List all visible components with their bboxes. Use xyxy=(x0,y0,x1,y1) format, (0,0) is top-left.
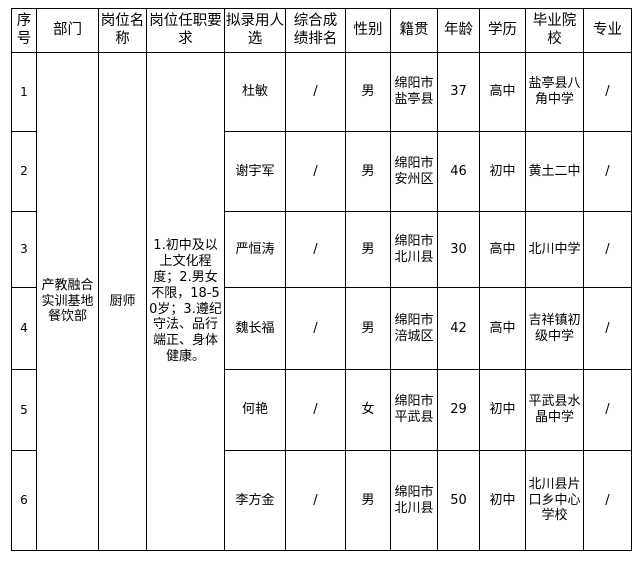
cell-seq: 6 xyxy=(11,450,37,551)
cell-school: 北川县片口乡中心学校 xyxy=(525,450,584,551)
column-header-post-requirements: 岗位任职要求 xyxy=(146,8,225,53)
column-header-school: 毕业院校 xyxy=(525,8,584,53)
cell-rank: / xyxy=(285,131,346,212)
column-header-rank: 综合成绩排名 xyxy=(285,8,346,53)
cell-school: 北川中学 xyxy=(525,211,584,288)
cell-education: 高中 xyxy=(479,287,526,370)
column-header-candidate: 拟录用人选 xyxy=(224,8,286,53)
cell-seq: 5 xyxy=(11,369,37,451)
cell-gender: 男 xyxy=(345,131,391,212)
column-header-education: 学历 xyxy=(479,8,526,53)
table-row: 6 李方金 / 男 绵阳市北川县 50 初中 北川县片口乡中心学校 / xyxy=(11,450,632,551)
column-header-department: 部门 xyxy=(36,8,99,53)
cell-major: / xyxy=(583,369,632,451)
table-body: 1 产教融合实训基地餐饮部 厨师 1.初中及以上文化程度；2.男女不限，18-5… xyxy=(11,52,632,551)
cell-age: 46 xyxy=(437,131,480,212)
cell-major: / xyxy=(583,211,632,288)
cell-origin: 绵阳市安州区 xyxy=(390,131,438,212)
cell-school: 平武县水晶中学 xyxy=(525,369,584,451)
cell-major: / xyxy=(583,287,632,370)
cell-origin: 绵阳市北川县 xyxy=(390,211,438,288)
table-row: 1 产教融合实训基地餐饮部 厨师 1.初中及以上文化程度；2.男女不限，18-5… xyxy=(11,52,632,551)
column-header-post-name: 岗位名称 xyxy=(98,8,147,53)
cell-candidate: 谢宇军 xyxy=(224,131,286,212)
cell-rank: / xyxy=(285,450,346,551)
cell-age: 30 xyxy=(437,211,480,288)
column-header-major: 专业 xyxy=(583,8,632,53)
cell-gender: 女 xyxy=(345,369,391,451)
cell-rank: / xyxy=(285,287,346,370)
table-row: 2 谢宇军 / 男 绵阳市安州区 46 初中 黄土二中 / xyxy=(11,131,632,212)
cell-school: 黄土二中 xyxy=(525,131,584,212)
cell-age: 29 xyxy=(437,369,480,451)
cell-education: 初中 xyxy=(479,131,526,212)
column-header-origin: 籍贯 xyxy=(390,8,438,53)
column-header-gender: 性别 xyxy=(345,8,391,53)
header-row: 序号 部门 岗位名称 岗位任职要求 拟录用人选 综合成绩排名 性别 籍贯 年龄 … xyxy=(11,8,632,53)
cell-gender: 男 xyxy=(345,287,391,370)
cell-major: / xyxy=(583,52,632,132)
cell-major: / xyxy=(583,450,632,551)
recruitment-candidates-table: 序号 部门 岗位名称 岗位任职要求 拟录用人选 综合成绩排名 性别 籍贯 年龄 … xyxy=(11,8,632,551)
cell-gender: 男 xyxy=(345,52,391,132)
cell-candidate: 杜敏 xyxy=(224,52,286,132)
table-header: 序号 部门 岗位名称 岗位任职要求 拟录用人选 综合成绩排名 性别 籍贯 年龄 … xyxy=(11,8,632,53)
cell-education: 初中 xyxy=(479,450,526,551)
cell-seq: 4 xyxy=(11,287,37,370)
cell-gender: 男 xyxy=(345,450,391,551)
cell-seq: 1 xyxy=(11,52,37,132)
cell-origin: 绵阳市涪城区 xyxy=(390,287,438,370)
cell-major: / xyxy=(583,131,632,212)
cell-department: 产教融合实训基地餐饮部 xyxy=(36,52,99,551)
cell-origin: 绵阳市北川县 xyxy=(390,450,438,551)
column-header-age: 年龄 xyxy=(437,8,480,53)
cell-candidate: 严恒涛 xyxy=(224,211,286,288)
cell-post-name: 厨师 xyxy=(98,52,147,551)
table-row: 5 何艳 / 女 绵阳市平武县 29 初中 平武县水晶中学 / xyxy=(11,369,632,451)
cell-school: 盐亭县八角中学 xyxy=(525,52,584,132)
table-row: 4 魏长福 / 男 绵阳市涪城区 42 高中 吉祥镇初级中学 / xyxy=(11,287,632,370)
cell-candidate: 何艳 xyxy=(224,369,286,451)
cell-rank: / xyxy=(285,369,346,451)
cell-age: 37 xyxy=(437,52,480,132)
cell-origin: 绵阳市盐亭县 xyxy=(390,52,438,132)
cell-candidate: 魏长福 xyxy=(224,287,286,370)
cell-age: 50 xyxy=(437,450,480,551)
cell-school: 吉祥镇初级中学 xyxy=(525,287,584,370)
cell-candidate: 李方金 xyxy=(224,450,286,551)
cell-seq: 3 xyxy=(11,211,37,288)
cell-rank: / xyxy=(285,211,346,288)
cell-rank: / xyxy=(285,52,346,132)
cell-education: 初中 xyxy=(479,369,526,451)
cell-seq: 2 xyxy=(11,131,37,212)
column-header-seq: 序号 xyxy=(11,8,37,53)
cell-education: 高中 xyxy=(479,52,526,132)
cell-education: 高中 xyxy=(479,211,526,288)
cell-origin: 绵阳市平武县 xyxy=(390,369,438,451)
cell-age: 42 xyxy=(437,287,480,370)
cell-post-requirements: 1.初中及以上文化程度；2.男女不限，18-50岁；3.遵纪守法、品行端正、身体… xyxy=(146,52,225,551)
cell-gender: 男 xyxy=(345,211,391,288)
table-row: 3 严恒涛 / 男 绵阳市北川县 30 高中 北川中学 / xyxy=(11,211,632,288)
